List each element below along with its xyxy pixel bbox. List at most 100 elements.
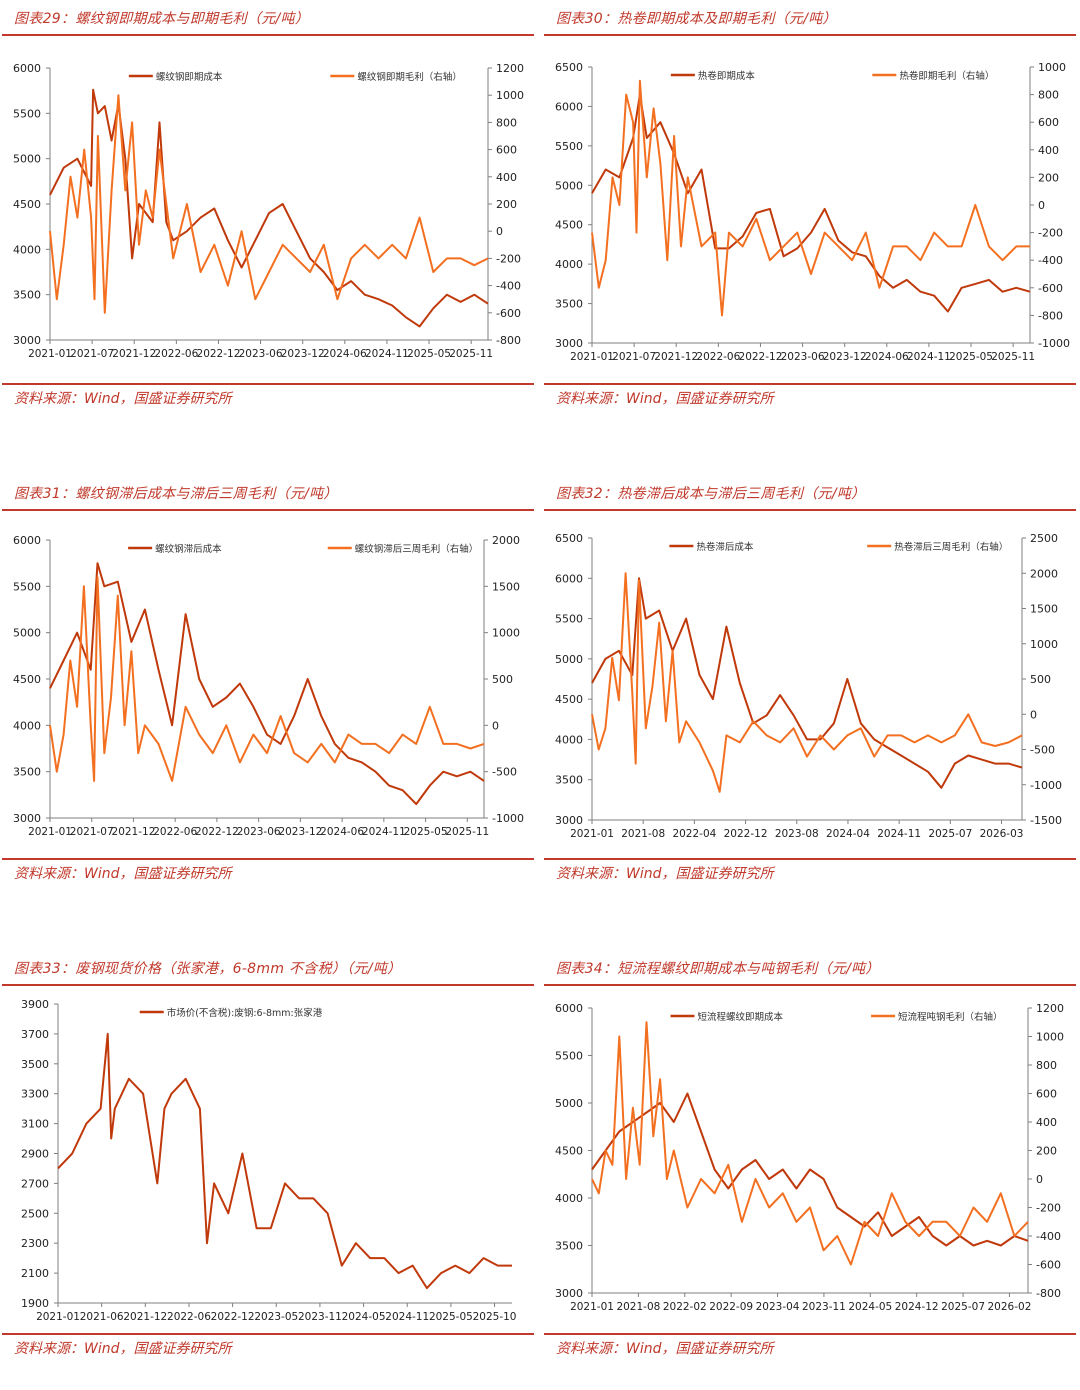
source-rule bbox=[2, 383, 534, 385]
x-tick-label: 2025-05 bbox=[949, 351, 993, 363]
x-tick-label: 2021-01 bbox=[36, 1311, 80, 1323]
legend-label: 热卷即期成本 bbox=[698, 70, 756, 82]
title-rule bbox=[544, 509, 1076, 511]
left-tick-label: 3500 bbox=[21, 1058, 49, 1071]
left-tick-label: 2900 bbox=[21, 1148, 49, 1161]
left-tick-label: 5000 bbox=[13, 153, 41, 166]
x-tick-label: 2024-06 bbox=[323, 348, 367, 360]
left-tick-label: 2700 bbox=[21, 1177, 49, 1190]
right-tick-label: -500 bbox=[492, 766, 517, 779]
right-tick-label: 1200 bbox=[1036, 1002, 1064, 1015]
x-tick-label: 2024-11 bbox=[877, 828, 921, 840]
source-rule bbox=[544, 383, 1076, 385]
left-tick-label: 3000 bbox=[555, 337, 583, 350]
x-tick-label: 2021-01 bbox=[28, 348, 72, 360]
left-tick-label: 6500 bbox=[555, 532, 583, 545]
x-tick-label: 2021-12 bbox=[112, 826, 156, 838]
left-tick-label: 2500 bbox=[21, 1207, 49, 1220]
left-tick-label: 3700 bbox=[21, 1028, 49, 1041]
right-tick-label: -400 bbox=[496, 280, 521, 293]
right-tick-label: -400 bbox=[1038, 254, 1063, 267]
x-tick-label: 2022-06 bbox=[154, 348, 198, 360]
right-tick-label: 500 bbox=[1030, 673, 1051, 686]
series-line-0 bbox=[49, 562, 485, 806]
left-tick-label: 3000 bbox=[13, 812, 41, 825]
right-tick-label: 1500 bbox=[492, 580, 520, 593]
x-tick-label: 2024-04 bbox=[826, 828, 870, 840]
x-tick-label: 2023-11 bbox=[298, 1311, 342, 1323]
left-tick-label: 3300 bbox=[21, 1088, 49, 1101]
series-line-1 bbox=[591, 79, 1030, 317]
x-tick-label: 2021-12 bbox=[654, 351, 698, 363]
x-tick-label: 2023-12 bbox=[281, 348, 325, 360]
x-tick-label: 2022-12 bbox=[197, 348, 241, 360]
left-tick-label: 5500 bbox=[555, 1050, 583, 1063]
left-tick-label: 4500 bbox=[555, 1145, 583, 1158]
right-tick-label: -500 bbox=[1030, 744, 1055, 757]
x-tick-label: 2024-12 bbox=[895, 1301, 939, 1313]
x-tick-label: 2025-05 bbox=[404, 826, 448, 838]
x-tick-label: 2021-07 bbox=[70, 826, 114, 838]
x-tick-label: 2023-12 bbox=[278, 826, 322, 838]
left-tick-label: 6000 bbox=[555, 100, 583, 113]
x-tick-label: 2024-11 bbox=[365, 348, 409, 360]
legend-label: 螺纹钢即期成本 bbox=[156, 71, 223, 83]
x-tick-label: 2022-12 bbox=[724, 828, 768, 840]
panel-title: 图表31：螺纹钢滞后成本与滞后三周毛利（元/吨） bbox=[14, 486, 338, 502]
right-tick-label: -400 bbox=[1036, 1230, 1061, 1243]
legend-label: 短流程螺纹即期成本 bbox=[697, 1011, 783, 1023]
right-tick-label: -200 bbox=[1036, 1202, 1061, 1215]
panel-title: 图表30：热卷即期成本及即期毛利（元/吨） bbox=[556, 11, 837, 27]
x-tick-label: 2025-11 bbox=[991, 351, 1035, 363]
x-tick-label: 2022-12 bbox=[211, 1311, 255, 1323]
x-tick-label: 2022-06 bbox=[167, 1311, 211, 1323]
left-tick-label: 4500 bbox=[555, 219, 583, 232]
x-tick-label: 2025-05 bbox=[407, 348, 451, 360]
series-line-0 bbox=[591, 93, 1031, 313]
legend-label: 热卷滞后成本 bbox=[696, 541, 754, 553]
left-tick-label: 4000 bbox=[555, 733, 583, 746]
right-tick-label: 2000 bbox=[1030, 567, 1058, 580]
right-tick-label: -1000 bbox=[1038, 337, 1070, 350]
x-tick-label: 2023-06 bbox=[781, 351, 825, 363]
panel-title: 图表33：废钢现货价格（张家港，6-8mm 不含税）（元/吨） bbox=[14, 961, 402, 977]
left-tick-label: 6500 bbox=[555, 61, 583, 74]
left-tick-label: 3500 bbox=[555, 774, 583, 787]
left-tick-label: 2300 bbox=[21, 1237, 49, 1250]
x-tick-label: 2021-08 bbox=[616, 1301, 660, 1313]
right-tick-label: -1500 bbox=[1030, 814, 1062, 827]
x-tick-label: 2025-07 bbox=[928, 828, 972, 840]
right-tick-label: -800 bbox=[496, 334, 521, 347]
x-tick-label: 2022-06 bbox=[696, 351, 740, 363]
x-tick-label: 2025-05 bbox=[429, 1311, 473, 1323]
chart-34: 3000350040004500500055006000-800-600-400… bbox=[555, 1002, 1064, 1313]
left-tick-label: 3000 bbox=[13, 334, 41, 347]
source-note: 资料来源：Wind，国盛证券研究所 bbox=[556, 391, 774, 407]
x-tick-label: 2023-12 bbox=[823, 351, 867, 363]
x-tick-label: 2023-11 bbox=[802, 1301, 846, 1313]
series-line-0 bbox=[591, 1092, 1029, 1247]
right-tick-label: -200 bbox=[1038, 227, 1063, 240]
x-tick-label: 2022-12 bbox=[195, 826, 239, 838]
source-rule bbox=[2, 858, 534, 860]
title-rule bbox=[544, 34, 1076, 36]
legend-label: 短流程吨钢毛利（右轴） bbox=[898, 1011, 1003, 1023]
right-tick-label: 200 bbox=[496, 198, 517, 211]
right-tick-label: 600 bbox=[1036, 1088, 1057, 1101]
right-tick-label: 1000 bbox=[496, 89, 524, 102]
left-tick-label: 4000 bbox=[13, 719, 41, 732]
title-rule bbox=[2, 984, 534, 986]
left-tick-label: 5000 bbox=[13, 627, 41, 640]
right-tick-label: -200 bbox=[496, 252, 521, 265]
x-tick-label: 2025-10 bbox=[473, 1311, 517, 1323]
left-tick-label: 5500 bbox=[555, 140, 583, 153]
series-line-0 bbox=[49, 88, 489, 328]
legend-label: 热卷即期毛利（右轴） bbox=[899, 70, 994, 82]
source-rule bbox=[2, 1333, 534, 1335]
x-tick-label: 2021-07 bbox=[612, 351, 656, 363]
right-tick-label: 2000 bbox=[492, 534, 520, 547]
left-tick-label: 4500 bbox=[13, 673, 41, 686]
left-tick-label: 5500 bbox=[13, 107, 41, 120]
left-tick-label: 3500 bbox=[13, 289, 41, 302]
x-tick-label: 2022-06 bbox=[153, 826, 197, 838]
